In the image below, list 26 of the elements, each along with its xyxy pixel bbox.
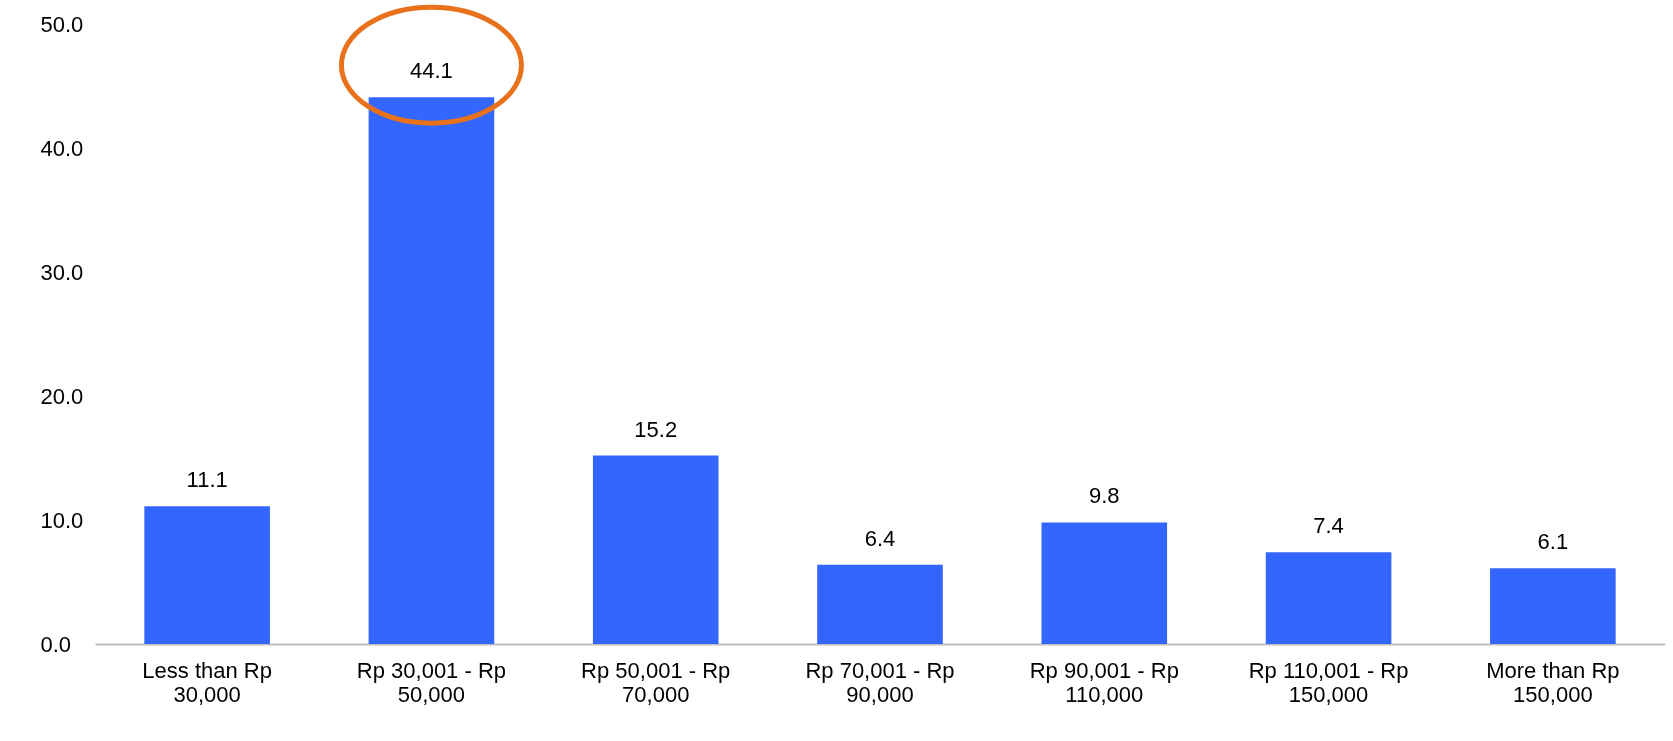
data-label: 6.4 [864,525,896,551]
data-label: 9.8 [1088,483,1120,509]
x-tick-label: Rp 50,001 - Rp 70,000 [581,657,731,707]
bar [817,564,943,644]
y-tick-label: 30.0 [40,259,84,285]
data-label: 7.4 [1313,513,1344,539]
data-label: 44.1 [410,58,453,84]
bar [1490,568,1616,644]
data-label: 15.2 [634,416,678,442]
y-tick-label: 40.0 [40,135,84,161]
x-tick-label: Rp 110,001 - Rp 150,000 [1248,657,1409,707]
y-tick-label: 10.0 [40,507,84,533]
y-tick-label: 20.0 [40,383,84,409]
y-tick-label: 0.0 [40,631,72,657]
data-label: 11.1 [186,467,228,493]
bar [144,506,270,644]
x-tick-label: More than Rp 150,000 [1486,657,1620,707]
x-tick-label: Rp 70,001 - Rp 90,000 [805,657,955,707]
bar [1041,522,1168,644]
bar [1265,552,1392,644]
x-tick-label: Rp 30,001 - Rp 50,000 [356,657,507,707]
data-label: 6.1 [1537,529,1569,555]
y-tick-label: 50.0 [40,11,84,37]
x-tick-label: Rp 90,001 - Rp 110,000 [1029,657,1179,707]
bar [592,455,719,644]
x-tick-label: Less than Rp 30,000 [142,657,272,707]
